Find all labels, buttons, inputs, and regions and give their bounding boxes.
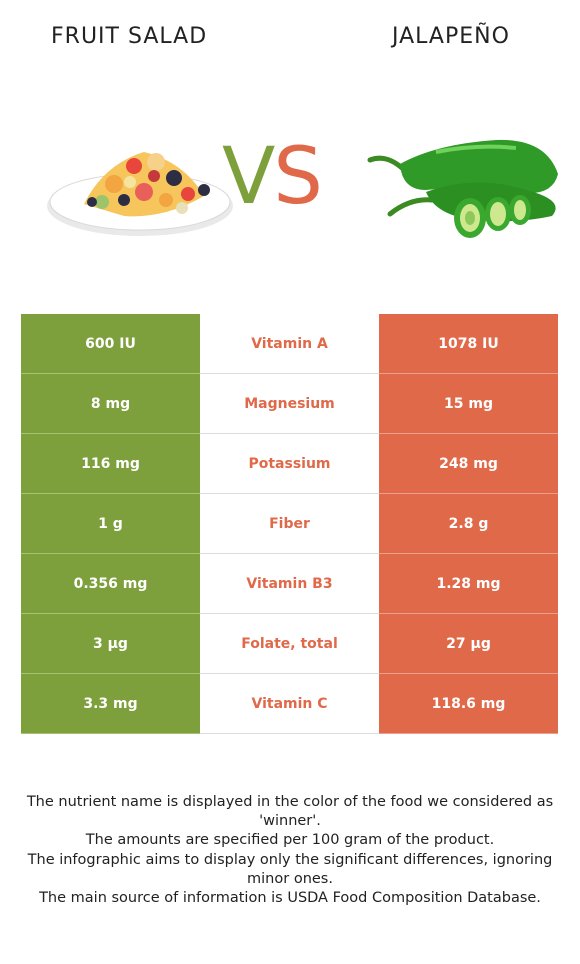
table-row: 1 g Fiber 2.8 g: [21, 494, 558, 554]
right-value: 248 mg: [379, 434, 558, 494]
right-value: 1.28 mg: [379, 554, 558, 614]
right-value: 15 mg: [379, 374, 558, 434]
comparison-table: 600 IU Vitamin A 1078 IU 8 mg Magnesium 15 mg…: [21, 314, 558, 734]
right-value: 1078 IU: [379, 314, 558, 374]
left-value: 116 mg: [21, 434, 200, 494]
left-value: 3.3 mg: [21, 674, 200, 734]
jalapeno-image: [367, 139, 558, 238]
nutrient-name: Fiber: [200, 494, 379, 554]
table-row: 3 µg Folate, total 27 µg: [21, 614, 558, 674]
versus-label: VS: [222, 132, 323, 222]
footer-line-differences: The infographic aims to display only the…: [27, 851, 553, 887]
table-row: 116 mg Potassium 248 mg: [21, 434, 558, 494]
left-value: 0.356 mg: [21, 554, 200, 614]
table-row: 600 IU Vitamin A 1078 IU: [21, 314, 558, 374]
right-food-title: JALAPEÑO: [392, 24, 510, 49]
nutrient-name: Folate, total: [200, 614, 379, 674]
table-row: 0.356 mg Vitamin B3 1.28 mg: [21, 554, 558, 614]
footer-line-source: The main source of information is USDA F…: [39, 890, 541, 907]
footer-line-amounts: The amounts are specified per 100 gram o…: [85, 832, 495, 849]
right-value: 27 µg: [379, 614, 558, 674]
left-value: 8 mg: [21, 374, 200, 434]
left-value: 600 IU: [21, 314, 200, 374]
nutrient-name: Vitamin B3: [200, 554, 379, 614]
right-value: 118.6 mg: [379, 674, 558, 734]
fruit-salad-image: [47, 152, 233, 236]
table-row: 3.3 mg Vitamin C 118.6 mg: [21, 674, 558, 734]
nutrient-name: Potassium: [200, 434, 379, 494]
nutrient-name: Magnesium: [200, 374, 379, 434]
footer-notes: The nutrient name is displayed in the co…: [20, 793, 560, 908]
left-value: 3 µg: [21, 614, 200, 674]
nutrient-name: Vitamin C: [200, 674, 379, 734]
table-row: 8 mg Magnesium 15 mg: [21, 374, 558, 434]
left-value: 1 g: [21, 494, 200, 554]
left-food-title: FRUIT SALAD: [51, 24, 208, 49]
footer-line-winner: The nutrient name is displayed in the co…: [26, 794, 554, 830]
nutrient-name: Vitamin A: [200, 314, 379, 374]
right-value: 2.8 g: [379, 494, 558, 554]
